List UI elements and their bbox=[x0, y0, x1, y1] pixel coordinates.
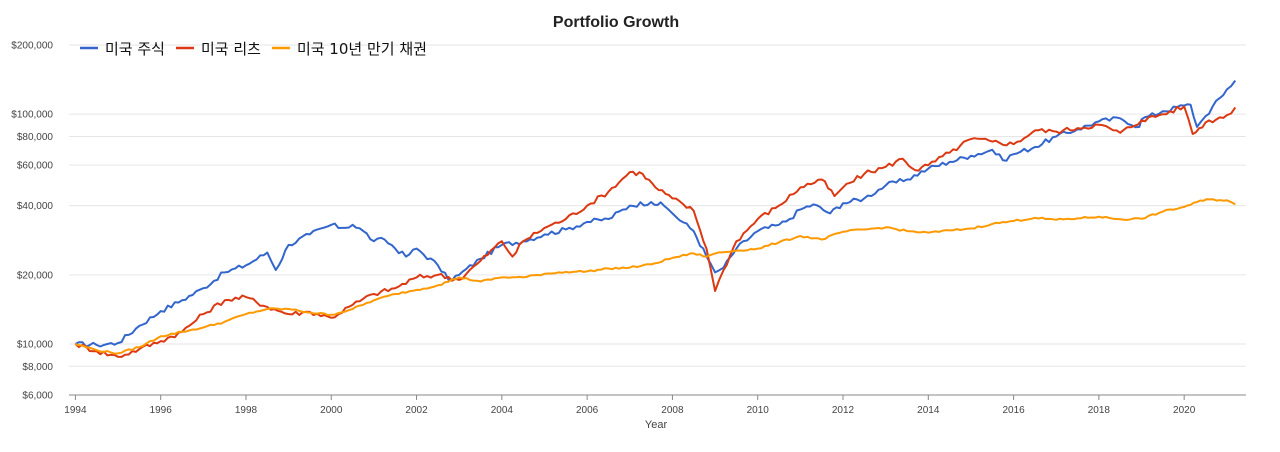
x-tick-label: 2016 bbox=[1002, 405, 1025, 416]
y-tick-label: $80,000 bbox=[17, 132, 54, 143]
y-tick-label: $200,000 bbox=[11, 41, 53, 52]
y-axis: $6,000 $8,000 $10,000 $20,000 $40,000 $60,000… bbox=[11, 41, 53, 402]
legend-label: 미국 10년 만기 채권 bbox=[297, 40, 427, 58]
x-tick-label: 2000 bbox=[320, 405, 343, 416]
x-tick-label: 2006 bbox=[576, 405, 599, 416]
series-line-3 bbox=[75, 198, 1236, 355]
x-tick-label: 2020 bbox=[1173, 405, 1196, 416]
y-tick-label: $10,000 bbox=[17, 340, 54, 351]
x-tick-label: 2012 bbox=[832, 405, 855, 416]
legend-item-1[interactable]: 미국 주식 bbox=[80, 40, 165, 58]
x-axis: 1994 1996 1998 2000 2002 2004 2006 2008 2010 2012… bbox=[64, 394, 1246, 416]
x-tick-label: 2010 bbox=[747, 405, 770, 416]
y-tick-label: $60,000 bbox=[17, 161, 54, 172]
x-tick-label: 2004 bbox=[491, 405, 514, 416]
legend-label: 미국 주식 bbox=[105, 40, 165, 58]
y-tick-label: $20,000 bbox=[17, 270, 54, 281]
y-tick-label: $6,000 bbox=[22, 391, 53, 402]
x-axis-title: Year bbox=[645, 419, 668, 431]
legend-label: 미국 리츠 bbox=[201, 40, 261, 58]
x-tick-label: 1994 bbox=[64, 405, 87, 416]
legend-item-3[interactable]: 미국 10년 만기 채권 bbox=[271, 40, 427, 58]
series-line-2 bbox=[74, 105, 1237, 358]
x-tick-label: 2014 bbox=[917, 405, 940, 416]
legend-item-2[interactable]: 미국 리츠 bbox=[175, 40, 261, 58]
x-tick-label: 1998 bbox=[235, 405, 258, 416]
series-lines bbox=[74, 79, 1237, 358]
y-tick-label: $40,000 bbox=[17, 201, 54, 212]
chart-title: Portfolio Growth bbox=[553, 14, 679, 31]
y-tick-label: $8,000 bbox=[22, 362, 53, 373]
x-tick-label: 2008 bbox=[661, 405, 684, 416]
x-tick-label: 1996 bbox=[150, 405, 173, 416]
series-line-1 bbox=[74, 79, 1237, 348]
x-tick-label: 2018 bbox=[1088, 405, 1111, 416]
y-tick-label: $100,000 bbox=[11, 110, 53, 121]
x-tick-label: 2002 bbox=[405, 405, 428, 416]
legend[interactable]: 미국 주식 미국 리츠 미국 10년 만기 채권 bbox=[80, 40, 427, 58]
